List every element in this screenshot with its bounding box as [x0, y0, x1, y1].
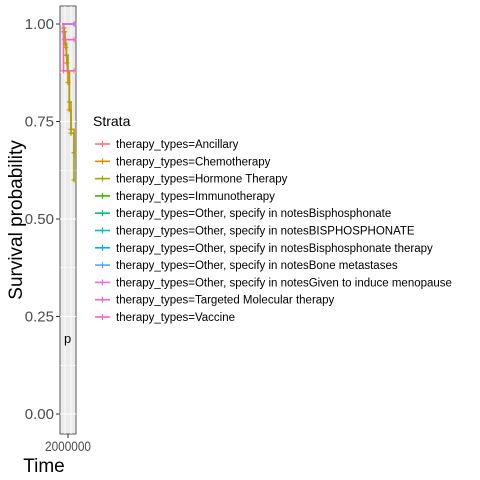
- y-tick-label: 0.75: [25, 114, 54, 131]
- censor-mark: [71, 177, 77, 183]
- legend-item: therapy_types=Other, specify in notesGiv…: [95, 277, 452, 289]
- censor-mark: [71, 68, 77, 74]
- legend-label: therapy_types=Targeted Molecular therapy: [116, 295, 335, 307]
- legend-title: Strata: [93, 113, 131, 129]
- legend-label: therapy_types=Chemotherapy: [116, 156, 271, 168]
- legend-item: therapy_types=Other, specify in notesBon…: [95, 260, 398, 272]
- legend-items: therapy_types=Ancillary therapy_types=Che…: [95, 139, 452, 324]
- legend-label: therapy_types=Other, specify in notesBis…: [116, 208, 391, 220]
- legend-item: therapy_types=Vaccine: [95, 312, 235, 324]
- y-tick-label: 1.00: [25, 16, 54, 33]
- censor-mark: [67, 99, 72, 105]
- legend-item: therapy_types=Other, specify in notesBis…: [95, 243, 433, 255]
- legend-item: therapy_types=Other, specify in notesBis…: [95, 208, 391, 220]
- legend-label: therapy_types=Hormone Therapy: [116, 174, 288, 186]
- legend-label: therapy_types=Other, specify in notesBIS…: [116, 226, 415, 238]
- y-axis-label: Survival probability: [6, 140, 27, 300]
- x-axis-label: Time: [23, 456, 65, 477]
- legend-label: therapy_types=Other, specify in notesBon…: [116, 260, 398, 272]
- legend-item: therapy_types=Other, specify in notesBIS…: [95, 226, 415, 238]
- legend-item: therapy_types=Chemotherapy: [95, 156, 271, 168]
- censor-mark: [64, 52, 69, 58]
- legend-label: therapy_types=Vaccine: [116, 312, 235, 324]
- legend-item: therapy_types=Ancillary: [95, 139, 239, 151]
- p-value-annotation: p: [64, 331, 71, 346]
- legend-item: therapy_types=Immunotherapy: [95, 191, 275, 203]
- legend-item: therapy_types=Targeted Molecular therapy: [95, 295, 335, 307]
- legend-label: therapy_types=Other, specify in notesGiv…: [116, 277, 452, 289]
- legend-label: therapy_types=Ancillary: [116, 139, 239, 151]
- censor-mark: [68, 130, 74, 136]
- y-tick-label: 0.25: [25, 309, 54, 326]
- x-tick-label: 2000000: [45, 438, 91, 454]
- censor-mark: [71, 37, 77, 43]
- legend-item: therapy_types=Hormone Therapy: [95, 174, 288, 186]
- legend-label: therapy_types=Immunotherapy: [116, 191, 275, 203]
- y-axis: 0.00 0.25 0.50 0.75 1.00: [25, 16, 60, 423]
- legend: Strata therapy_types=Ancillarytherapy_ty…: [93, 113, 452, 324]
- survival-curve: [62, 23, 74, 72]
- y-tick-label: 0.00: [25, 406, 54, 423]
- y-tick-label: 0.50: [25, 211, 54, 228]
- censor-mark: [61, 68, 66, 74]
- censor-mark: [71, 21, 77, 27]
- gridlines: [60, 6, 76, 434]
- series-layer: [61, 21, 77, 183]
- legend-label: therapy_types=Other, specify in notesBis…: [116, 243, 433, 255]
